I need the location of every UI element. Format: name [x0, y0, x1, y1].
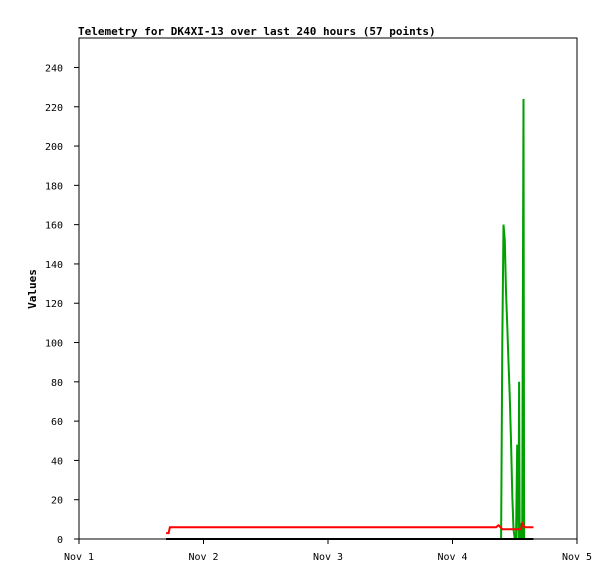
- series-line-1: [166, 520, 534, 535]
- y-tick-label: 120: [45, 299, 63, 310]
- y-axis-label: Values: [26, 269, 39, 309]
- y-tick-label: 0: [57, 535, 63, 546]
- y-tick-label: 200: [45, 142, 63, 153]
- series-line-0: [500, 98, 526, 540]
- chart-title: Telemetry for DK4XI-13 over last 240 hou…: [78, 25, 436, 38]
- y-tick-label: 40: [51, 456, 63, 467]
- y-tick-label: 100: [45, 339, 63, 350]
- plot-area: [78, 37, 578, 540]
- series-layer: [166, 98, 534, 540]
- x-tick-label: Nov 1: [64, 552, 94, 563]
- x-tick-label: Nov 4: [437, 552, 467, 563]
- x-tick-label: Nov 5: [562, 552, 592, 563]
- y-tick-label: 160: [45, 221, 63, 232]
- x-axis-ticks: Nov 1 Nov 2 Nov 3 Nov 4 Nov 5: [64, 539, 592, 563]
- y-tick-label: 140: [45, 260, 63, 271]
- x-tick-label: Nov 3: [313, 552, 343, 563]
- y-tick-label: 80: [51, 378, 63, 389]
- y-tick-label: 240: [45, 63, 63, 74]
- y-tick-label: 220: [45, 103, 63, 114]
- x-tick-label: Nov 2: [188, 552, 218, 563]
- y-tick-label: 180: [45, 181, 63, 192]
- y-tick-label: 60: [51, 417, 63, 428]
- y-axis-ticks: 0 20 40 60 80 100 120 140 160 180 200 220 240: [45, 63, 79, 546]
- y-tick-label: 20: [51, 496, 63, 507]
